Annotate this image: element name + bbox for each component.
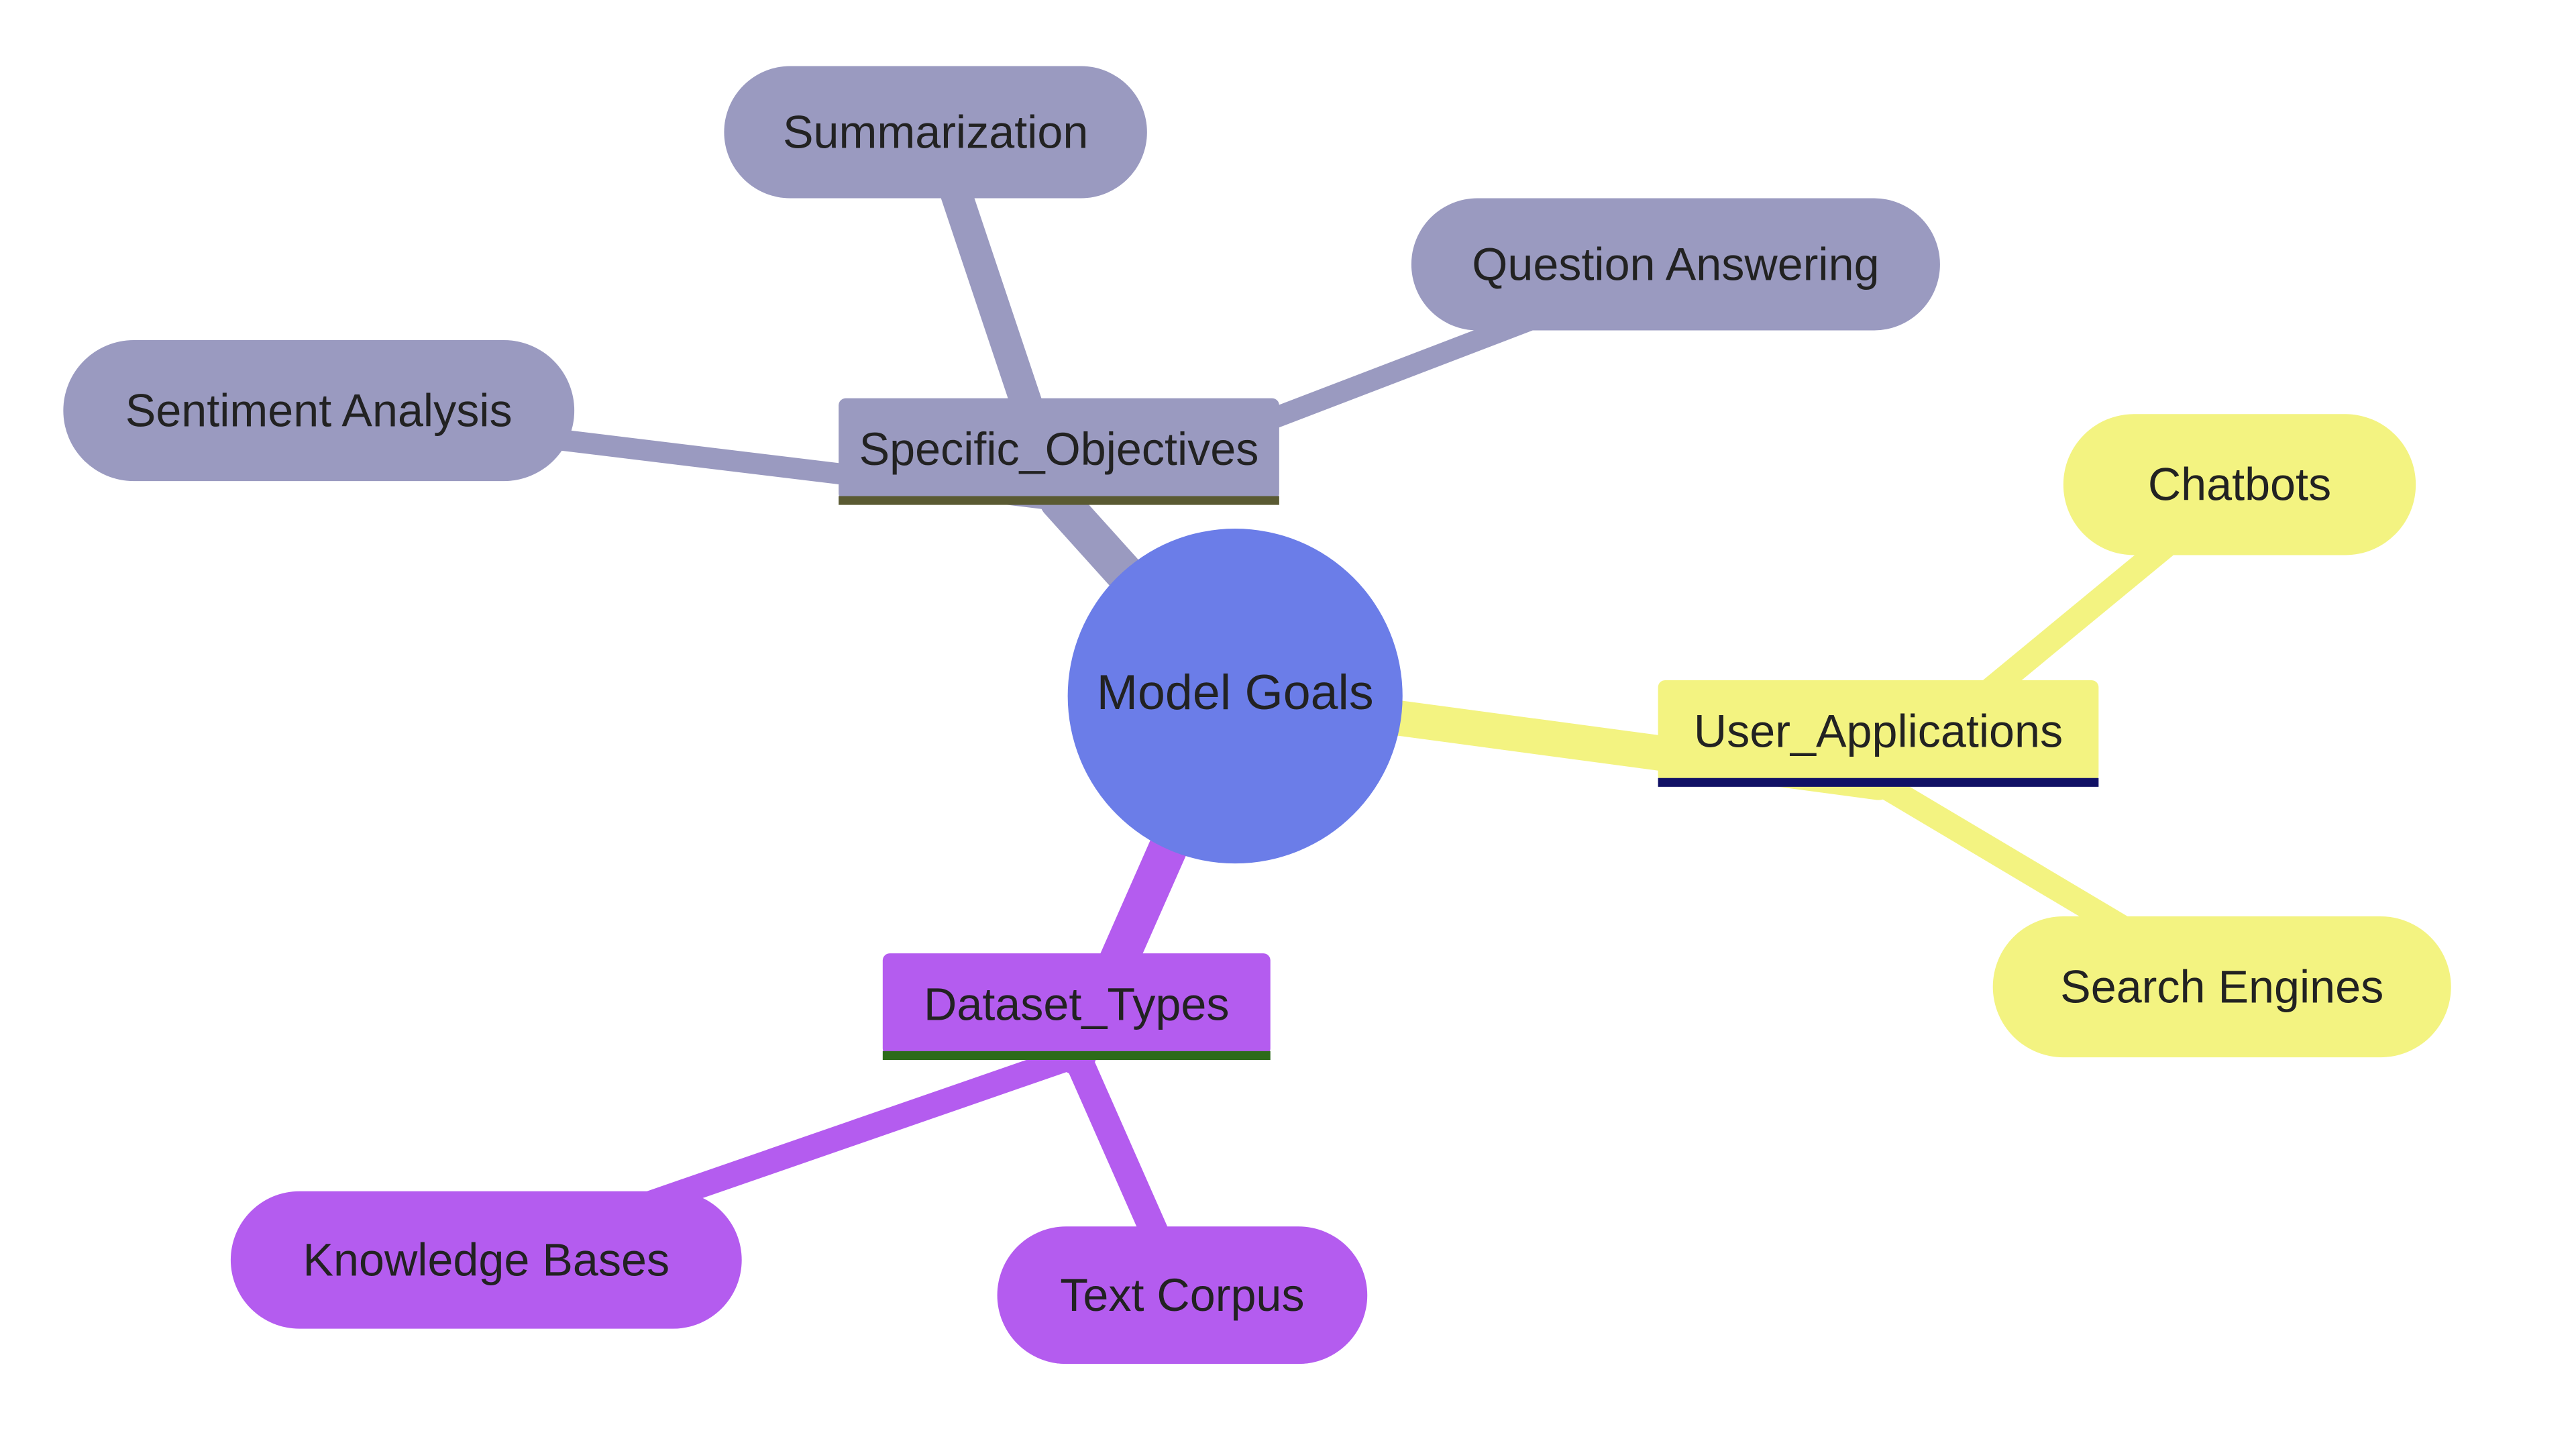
branch-label-specific_objectives: Specific_Objectives (859, 424, 1259, 475)
branch-label-dataset_types: Dataset_Types (924, 979, 1229, 1030)
leaf-label: Search Engines (2060, 961, 2383, 1012)
leaf-label: Chatbots (2148, 460, 2331, 511)
branch-label-user_applications: User_Applications (1694, 706, 2063, 757)
leaf-label: Sentiment Analysis (125, 385, 513, 436)
center-label: Model Goals (1097, 664, 1374, 720)
mindmap-diagram: Model Goals Specific_Objectives Summarizat… (0, 0, 2576, 1445)
leaf-label: Summarization (783, 107, 1088, 158)
leaf-label: Question Answering (1472, 239, 1879, 290)
leaf-label: Knowledge Bases (303, 1234, 669, 1285)
leaf-label: Text Corpus (1060, 1270, 1304, 1321)
